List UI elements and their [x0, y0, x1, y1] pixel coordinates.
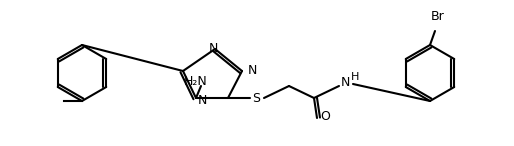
- Text: H: H: [351, 72, 359, 82]
- Text: H₂N: H₂N: [184, 75, 208, 88]
- Text: N: N: [198, 94, 207, 107]
- Text: O: O: [320, 110, 330, 122]
- Text: N: N: [208, 41, 218, 54]
- Text: N: N: [248, 65, 258, 78]
- Text: S: S: [252, 92, 260, 105]
- Text: Br: Br: [431, 10, 445, 23]
- Text: N: N: [341, 77, 351, 89]
